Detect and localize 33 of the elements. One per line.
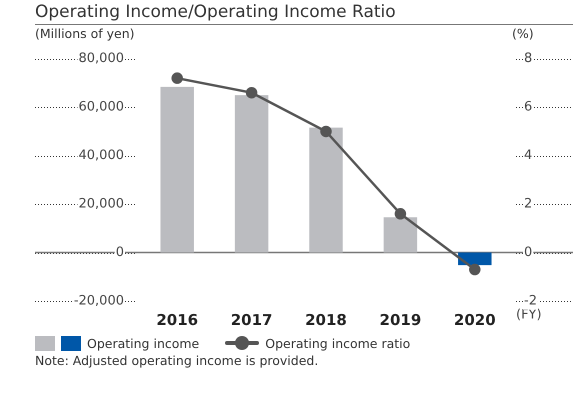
x-tick-label: 2019 (380, 310, 422, 329)
bar (458, 252, 492, 266)
legend-label: Operating income ratio (265, 336, 410, 350)
y-axis-title: (Millions of yen) (35, 26, 135, 41)
point (171, 72, 183, 84)
bar (384, 217, 418, 253)
y-tick-label: 60,000 (78, 100, 124, 115)
point (320, 126, 332, 138)
legend-label: Operating income (87, 336, 200, 350)
point (246, 86, 258, 98)
x-tick-label: 2016 (156, 310, 198, 329)
x-tick-label: 2017 (230, 310, 272, 329)
y2-tick-label: 6 (524, 100, 532, 115)
point (469, 264, 481, 276)
y-tick-label: 0 (116, 244, 124, 260)
bar (309, 128, 343, 253)
y2-tick-label: 2 (524, 196, 532, 212)
y2-tick-label: 0 (524, 244, 532, 260)
y-tick-label: 20,000 (78, 196, 124, 212)
y2-tick-label: 4 (524, 148, 532, 164)
text: Note: Adjusted operating income is provided. (35, 353, 320, 368)
x-tick-label: 2020 (454, 310, 496, 329)
y-tick-label: -20,000 (74, 293, 124, 308)
chart-title: Operating Income/Operating Income Ratio (35, 2, 573, 25)
y-tick-label: 40,000 (78, 148, 124, 164)
y-tick-label: 80,000 (78, 51, 124, 66)
y2-axis-title: (%) (512, 26, 534, 41)
bar (234, 95, 268, 253)
y2-tick-label: 8 (524, 51, 532, 66)
bar (160, 86, 194, 253)
x-tick-label: 2018 (305, 310, 347, 329)
point (394, 208, 406, 220)
y2-tick-label: -2 (524, 293, 537, 308)
